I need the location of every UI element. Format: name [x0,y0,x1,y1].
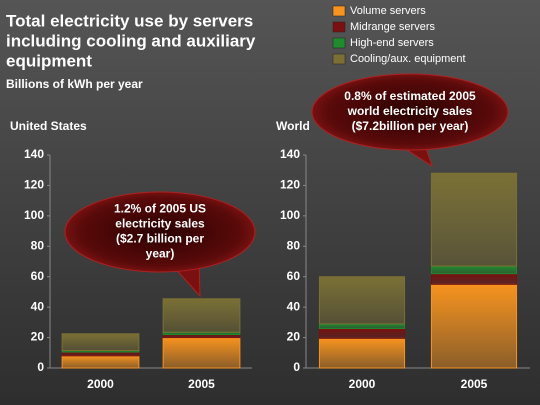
y-tick-label: 140 [24,147,44,161]
bar-segment [318,276,406,325]
y-tick-label: 120 [24,178,44,192]
callout [64,191,256,273]
callout-text: ($7.2billion per year) [352,119,469,133]
y-tick-label: 80 [31,238,45,252]
y-tick-label: 20 [287,330,301,344]
callout [311,73,509,151]
title-line: Total electricity use by servers [6,11,253,30]
x-tick-label: 2005 [188,377,215,391]
legend-label: Midrange servers [350,21,435,33]
bar-segment [318,337,406,369]
legend-label: High-end servers [350,37,434,49]
title-line: equipment [6,51,92,70]
legend-swatch [332,5,346,17]
y-tick-label: 120 [280,178,300,192]
bar-segment [61,333,140,352]
bar-segment [61,351,140,357]
y-tick-label: 40 [31,299,45,313]
bar-segment [162,337,241,369]
legend-label: Volume servers [350,5,426,17]
y-tick-label: 140 [280,147,300,161]
legend-swatch [332,21,346,33]
x-tick-label: 2000 [349,377,376,391]
callout-text: electricity sales [115,217,205,231]
bar-segment [430,265,518,275]
y-tick-label: 100 [24,208,44,222]
bar-segment [318,323,406,329]
callout-text: 0.8% of estimated 2005 [344,89,476,103]
subtitle: Billions of kWh per year [6,77,143,91]
legend-swatch [332,53,346,65]
y-tick-label: 0 [37,360,44,374]
y-tick-label: 20 [31,330,45,344]
y-tick-label: 60 [287,269,301,283]
bar-segment [430,172,518,267]
callout-text: ($2.7 billion per [116,232,204,246]
y-tick-label: 0 [293,360,300,374]
y-tick-label: 60 [31,269,45,283]
panel-title: United States [10,119,87,133]
title-line: including cooling and auxiliary [6,31,256,50]
legend-label: Cooling/aux. equipment [350,53,466,65]
bar-segment [318,327,406,339]
bar-segment [430,273,518,285]
y-tick-label: 100 [280,208,300,222]
bar-segment [61,355,140,369]
callout-text: year) [146,247,175,261]
bar-segment [430,283,518,369]
bar-segment [162,298,241,333]
legend-swatch [332,37,346,49]
x-tick-label: 2005 [461,377,488,391]
callout-text: 1.2% of 2005 US [114,202,206,216]
x-tick-label: 2000 [87,377,114,391]
panel-title: World [276,119,310,133]
callout-text: world electricity sales [347,104,473,118]
y-tick-label: 80 [287,238,301,252]
y-tick-label: 40 [287,299,301,313]
